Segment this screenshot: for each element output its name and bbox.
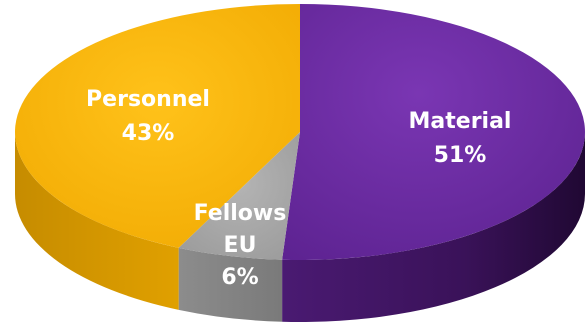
slice-personnel <box>14 4 300 248</box>
slice-fellows-eu <box>178 132 300 260</box>
slice-label-personnel-1: 43% <box>122 121 175 146</box>
slice-label-fellows-eu-1: EU <box>224 233 257 258</box>
slice-label-fellows-eu-0: Fellows <box>194 201 287 226</box>
slice-side-fellows-eu <box>178 247 283 322</box>
slice-label-personnel-0: Personnel <box>86 87 210 112</box>
slice-side-material <box>282 132 585 322</box>
slice-material <box>282 4 585 260</box>
slice-label-material-0: Material <box>409 109 512 134</box>
slice-label-material-1: 51% <box>434 143 487 168</box>
slice-label-fellows-eu-2: 6% <box>221 265 258 290</box>
slice-side-personnel <box>15 132 179 310</box>
